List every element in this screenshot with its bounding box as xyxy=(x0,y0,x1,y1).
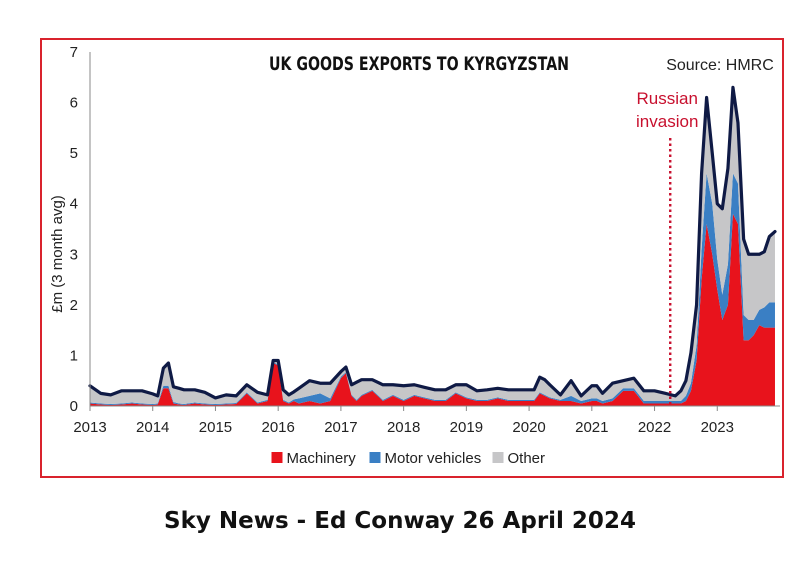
x-tick-label: 2013 xyxy=(73,419,106,436)
area-motor-vehicles xyxy=(90,173,775,405)
total-series-line xyxy=(88,85,777,400)
x-axis: 2013 2014 2015 2016 2017 2018 2019 2020 2021 2022… xyxy=(73,405,780,436)
y-tick-label: 1 xyxy=(70,347,78,364)
area-machinery xyxy=(90,213,775,406)
y-tick-label: 6 xyxy=(70,95,78,112)
x-tick-label: 2019 xyxy=(450,419,483,436)
source-note: Source: HMRC xyxy=(666,57,774,74)
credit-line: Sky News - Ed Conway 26 April 2024 xyxy=(164,508,636,534)
x-tick-label: 2021 xyxy=(575,419,608,436)
x-tick-label: 2023 xyxy=(701,419,734,436)
x-tick-label: 2015 xyxy=(199,419,232,436)
x-tick-label: 2014 xyxy=(136,419,169,436)
legend: Machinery Motor vehicles Other xyxy=(271,450,546,467)
x-tick-label: 2020 xyxy=(512,419,545,436)
y-axis: 0 1 2 3 4 5 6 7 xyxy=(70,44,91,415)
y-tick-label: 5 xyxy=(70,145,78,162)
legend-label-motor-vehicles: Motor vehicles xyxy=(385,450,482,467)
y-tick-label: 2 xyxy=(70,297,78,314)
y-tick-label: 4 xyxy=(70,196,78,213)
legend-swatch-other xyxy=(492,452,504,463)
y-tick-label: 0 xyxy=(70,398,78,415)
chart-title: UK GOODS EXPORTS TO KYRGYZSTAN xyxy=(269,53,569,75)
y-tick-label: 7 xyxy=(70,44,78,61)
legend-swatch-machinery xyxy=(271,452,283,463)
x-tick-label: 2022 xyxy=(638,419,671,436)
y-axis-label: £m (3 month avg) xyxy=(49,195,66,313)
plot-background xyxy=(90,52,780,406)
legend-label-other: Other xyxy=(508,450,546,467)
legend-label-machinery: Machinery xyxy=(287,450,357,467)
annotation-russian: Russian xyxy=(637,89,698,108)
x-tick-label: 2016 xyxy=(261,419,294,436)
annotation-invasion: invasion xyxy=(636,112,698,131)
y-tick-label: 3 xyxy=(70,246,78,263)
plot-area xyxy=(90,52,780,406)
x-tick-label: 2018 xyxy=(387,419,420,436)
legend-swatch-motor-vehicles xyxy=(369,452,381,463)
x-tick-label: 2017 xyxy=(324,419,357,436)
